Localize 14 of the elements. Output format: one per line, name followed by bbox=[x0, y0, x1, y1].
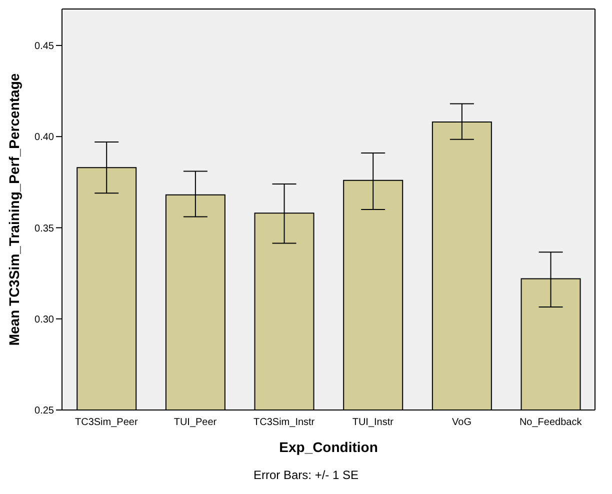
y-axis-title: Mean TC3Sim_Training_Perf_Percentage bbox=[6, 73, 22, 346]
x-axis-title: Exp_Condition bbox=[279, 439, 378, 455]
x-tick-label: No_Feedback bbox=[519, 417, 583, 428]
y-tick-label: 0.30 bbox=[34, 314, 54, 326]
y-tick-label: 0.45 bbox=[34, 41, 54, 52]
text: Error Bars: +/- 1 SE bbox=[252, 468, 360, 482]
x-tick-label: TUI_Instr bbox=[352, 417, 394, 428]
x-tick-label: VoG bbox=[452, 417, 472, 428]
x-tick-label: TC3Sim_Peer bbox=[75, 417, 138, 428]
y-tick-label: 0.25 bbox=[34, 406, 54, 417]
x-tick-label: TUI_Peer bbox=[174, 417, 218, 428]
y-tick-label: 0.40 bbox=[34, 132, 54, 144]
y-tick-label: 0.35 bbox=[34, 223, 54, 234]
x-tick-label: TC3Sim_Instr bbox=[254, 417, 316, 428]
